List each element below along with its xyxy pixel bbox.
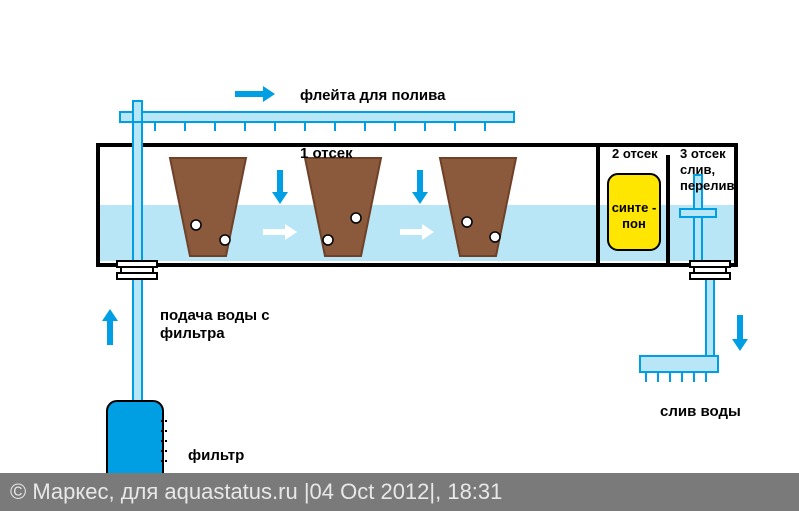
svg-text:синте -: синте - — [612, 200, 657, 215]
svg-text:3 отсек: 3 отсек — [680, 146, 726, 161]
svg-text:фильтр: фильтр — [188, 447, 244, 464]
bubble — [323, 235, 333, 245]
svg-text:2 отсек: 2 отсек — [612, 146, 658, 161]
svg-text:перелив: перелив — [680, 178, 735, 193]
bubble — [220, 235, 230, 245]
svg-text:1 отсек: 1 отсек — [300, 145, 353, 162]
spray-bar — [120, 112, 514, 122]
svg-text:слив воды: слив воды — [660, 403, 741, 420]
watermark-bar: © Маркес, для aquastatus.ru |04 Oct 2012… — [0, 473, 799, 511]
svg-text:подача воды с: подача воды с — [160, 307, 270, 324]
bubble — [351, 213, 361, 223]
filter-pump — [107, 401, 163, 484]
svg-text:фильтра: фильтра — [160, 325, 225, 342]
bubble — [191, 220, 201, 230]
bubble — [490, 232, 500, 242]
bubble — [462, 217, 472, 227]
inlet-pipe — [133, 101, 142, 401]
drain-leg — [640, 356, 718, 372]
svg-text:слив,: слив, — [680, 162, 715, 177]
svg-text:пон: пон — [622, 216, 646, 231]
svg-text:флейта для полива: флейта для полива — [300, 87, 446, 104]
watermark-text: © Маркес, для aquastatus.ru |04 Oct 2012… — [10, 479, 502, 504]
